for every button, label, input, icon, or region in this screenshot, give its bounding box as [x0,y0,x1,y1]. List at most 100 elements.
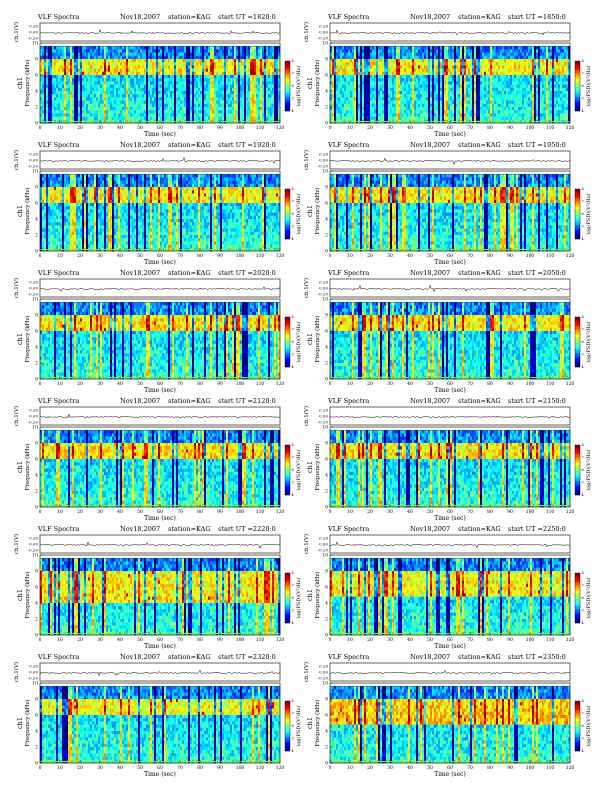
spectrogram-cell [86,49,88,52]
spectrogram-cell [208,53,210,56]
spectrogram-cell [110,56,112,59]
spectrogram-cell [222,53,224,56]
spectrogram-cell [66,53,68,56]
spectrogram-cell [178,65,180,68]
spectrogram-cell [72,65,74,68]
spectrogram-cell [214,53,216,56]
spectrogram-cell [178,53,180,56]
spectrogram-cell [136,62,138,65]
spectrogram-cell [220,53,222,56]
spectrogram-cell [66,59,68,62]
spectrogram-cell [48,59,50,62]
spectrogram-cell [74,46,76,49]
spectrogram-cell [152,49,154,52]
spectrogram-cell [148,56,150,59]
spectrogram-cell [42,53,44,56]
spectrogram-cell [116,49,118,52]
spectrogram-cell [210,65,212,68]
spectrogram-cell [246,59,248,62]
spectrogram-cell [44,53,46,56]
spectrogram-cell [250,46,252,49]
spectrogram-cell [236,53,238,56]
spectrogram-cell [128,59,130,62]
spectrogram-cell [158,59,160,62]
spectrogram-cell [100,69,102,72]
spectrogram-cell [40,46,42,49]
spectrogram-cell [226,56,228,59]
spectrogram-cell [158,46,160,49]
spectrogram-cell [210,59,212,62]
spectrogram-cell [144,49,146,52]
spectrogram-cell [254,62,256,65]
spectrogram-cell [62,65,64,68]
spectrogram-cell [124,53,126,56]
spectrogram-cell [226,53,228,56]
spectrogram-cell [134,49,136,52]
spectrogram-cell [214,49,216,52]
spectrogram-cell [46,62,48,65]
spectrogram-cell [254,53,256,56]
spectrogram-cell [124,49,126,52]
spectrogram-cell [128,49,130,52]
spectrogram-cell [62,62,64,65]
spectrogram-cell [164,56,166,59]
spectrogram-cell [158,56,160,59]
spectrogram-cell [230,56,232,59]
spectrogram-cell [122,65,124,68]
spectrogram-cell [262,46,264,49]
spectrogram-cell [54,62,56,65]
spectrogram-cell [186,65,188,68]
spectrogram-cell [184,56,186,59]
spectrogram-cell [246,56,248,59]
spectrogram-cell [222,59,224,62]
spectrogram-cell [248,46,250,49]
spectrogram-cell [102,46,104,49]
spectrogram-cell [216,53,218,56]
spectrogram-cell [46,46,48,49]
spectrogram-cell [160,69,162,72]
spectrogram-cell [116,53,118,56]
spectrogram-cell [260,56,262,59]
spectrogram-cell [96,59,98,62]
spectrogram-cell [270,59,272,62]
spectrogram-cell [50,62,52,65]
spectrogram-cell [106,65,108,68]
spectrogram-cell [176,53,178,56]
spectrogram-cell [242,46,244,49]
spectrogram-cell [184,53,186,56]
spectrogram-cell [112,65,114,68]
spectrogram-cell [100,56,102,59]
spectrogram-cell [192,49,194,52]
spectrogram-cell [252,53,254,56]
spectrogram-cell [106,53,108,56]
spectrogram-cell [146,59,148,62]
spectrogram-cell [132,65,134,68]
spectrogram-cell [42,69,44,72]
spectrogram-cell [220,49,222,52]
spectrogram-cell [252,56,254,59]
spectrogram-cell [236,49,238,52]
spectrogram-cell [216,49,218,52]
spectrogram-cell [156,59,158,62]
spectrogram-cell [222,46,224,49]
spectrogram-cell [188,46,190,49]
spectrogram-cell [82,65,84,68]
spectrogram-cell [256,62,258,65]
spectrogram-cell [264,49,266,52]
spectrogram-cell [56,69,58,72]
spectrogram-cell [246,53,248,56]
spectrogram-cell [252,59,254,62]
spectrogram-cell [114,62,116,65]
spectrogram-cell [80,65,82,68]
spectrogram-cell [276,56,278,59]
spectrogram-cell [192,46,194,49]
spectrogram-cell [74,62,76,65]
spectrogram-cell [72,62,74,65]
spectrogram-cell [90,56,92,59]
spectrogram-cell [96,65,98,68]
spectrogram-cell [234,49,236,52]
spectrogram-cell [260,49,262,52]
spectrogram-cell [48,62,50,65]
spectrogram-cell [48,65,50,68]
spectrogram-cell [98,49,100,52]
